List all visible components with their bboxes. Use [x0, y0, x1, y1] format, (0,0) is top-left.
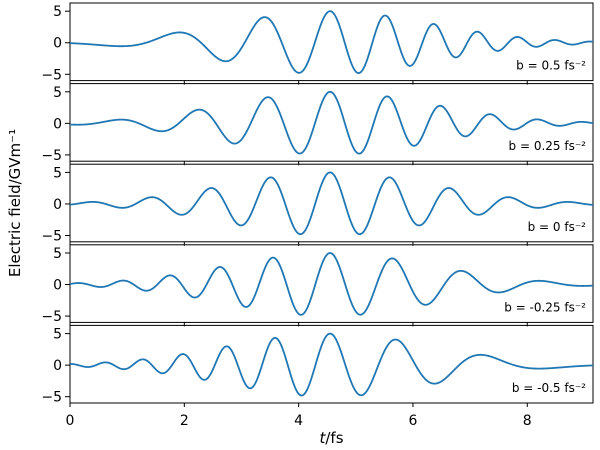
- chirp-annotation: b = 0.25 fs⁻²: [509, 139, 587, 153]
- panel-4: 5 0 −5 b = -0.25 fs⁻²: [41, 245, 593, 327]
- x-tick-label: 0: [66, 413, 75, 429]
- x-tick-label: 8: [523, 413, 532, 429]
- y-tick-label: 0: [53, 278, 62, 294]
- panel-5: 5 0 −5 b = -0.5 fs⁻²: [41, 325, 593, 407]
- chirp-annotation: b = -0.5 fs⁻²: [512, 381, 586, 395]
- y-tick-label: 0: [53, 116, 62, 132]
- x-tick-label: 4: [294, 413, 303, 429]
- y-tick-label: 5: [53, 4, 62, 20]
- panel-2: 5 0 −5 b = 0.25 fs⁻²: [41, 84, 593, 166]
- y-tick-label: 5: [53, 327, 62, 343]
- chirp-annotation: b = 0 fs⁻²: [528, 220, 587, 234]
- y-tick-label: 0: [53, 358, 62, 374]
- panel-1: 5 0 −5 b = 0.5 fs⁻²: [41, 3, 593, 85]
- chirp-annotation: b = -0.25 fs⁻²: [504, 300, 586, 314]
- field-series-line: [70, 11, 593, 73]
- panel-3: 5 0 −5 b = 0 fs⁻²: [41, 164, 593, 246]
- chirp-annotation: b = 0.5 fs⁻²: [516, 59, 586, 73]
- x-axis: 0 2 4 6 8: [66, 413, 532, 429]
- x-tick-label: 2: [180, 413, 189, 429]
- panel-frame: [70, 164, 593, 242]
- y-tick-label: −5: [41, 148, 62, 164]
- y-tick-label: −5: [41, 390, 62, 406]
- y-tick-label: 0: [53, 36, 62, 52]
- y-tick-label: 0: [53, 197, 62, 213]
- y-tick-label: 5: [53, 85, 62, 101]
- y-tick-label: 5: [53, 246, 62, 262]
- panels-group: 5 0 −5 b = 0.5 fs⁻² 5 0 −5 b = 0.25 fs⁻² 5 0 −5 b =…: [41, 3, 593, 407]
- x-axis-title: t/fs: [319, 429, 343, 447]
- y-tick-label: −5: [41, 67, 62, 83]
- y-tick-label: 5: [53, 165, 62, 181]
- field-series-line: [70, 172, 593, 234]
- y-tick-label: −5: [41, 228, 62, 244]
- x-tick-label: 6: [408, 413, 417, 429]
- y-tick-label: −5: [41, 309, 62, 325]
- y-axis-title: Electric field/GVm⁻¹: [6, 129, 24, 277]
